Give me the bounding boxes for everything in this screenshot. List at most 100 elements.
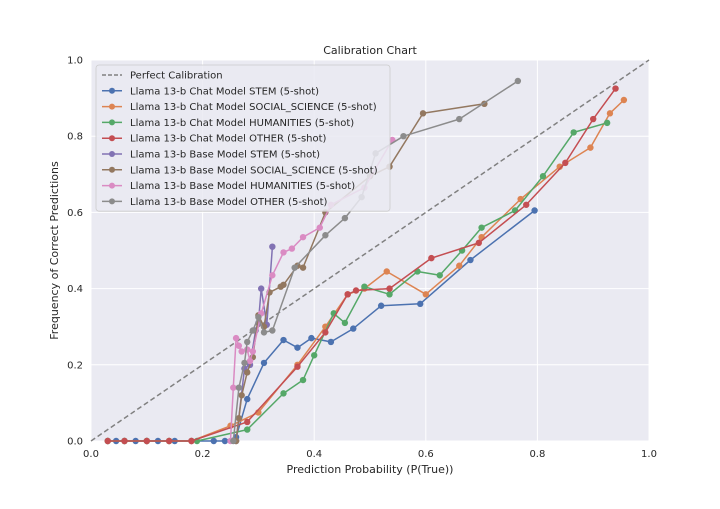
legend-swatch-marker bbox=[109, 182, 115, 189]
x-axis-label: Prediction Probability (P(True)) bbox=[287, 463, 454, 476]
data-point bbox=[104, 437, 111, 445]
data-point bbox=[428, 254, 435, 262]
data-point bbox=[562, 159, 569, 167]
data-point bbox=[230, 437, 237, 445]
tick-labels: 0.0 0.2 0.4 0.6 0.8 1.0 0.0 0.2 0.4 0.6 0.8 1.0 bbox=[67, 56, 657, 461]
data-point bbox=[299, 233, 307, 241]
data-point bbox=[244, 418, 251, 426]
data-point bbox=[221, 437, 229, 445]
data-point bbox=[249, 348, 257, 355]
data-point bbox=[386, 291, 393, 298]
data-point bbox=[308, 334, 315, 342]
legend-item: Llama 13-b Base Model STEM (5-shot) bbox=[102, 150, 320, 161]
chart-title: Calibration Chart bbox=[323, 44, 417, 57]
legend-box bbox=[95, 64, 391, 212]
y-tick-label: 0.0 bbox=[67, 437, 83, 448]
y-tick-label: 0.2 bbox=[67, 360, 83, 371]
data-point bbox=[456, 262, 463, 269]
data-point bbox=[361, 283, 368, 290]
data-point bbox=[238, 348, 245, 355]
legend-item: Llama 13-b Chat Model STEM (5-shot) bbox=[102, 86, 319, 97]
data-point bbox=[235, 342, 243, 349]
data-point bbox=[244, 426, 251, 433]
x-tick-label: 0.8 bbox=[529, 449, 545, 460]
data-point bbox=[232, 334, 240, 342]
data-point bbox=[260, 359, 268, 367]
data-point bbox=[244, 395, 251, 403]
data-point bbox=[419, 110, 427, 117]
legend-label: Llama 13-b Base Model HUMANITIES (5-shot… bbox=[130, 181, 355, 192]
legend-item: Llama 13-b Chat Model OTHER (5-shot) bbox=[102, 134, 327, 145]
legend-swatch-marker bbox=[109, 135, 115, 142]
data-point bbox=[269, 272, 276, 279]
data-point bbox=[612, 85, 619, 92]
legend-item: Llama 13-b Base Model OTHER (5-shot) bbox=[102, 197, 328, 208]
legend-label: Llama 13-b Chat Model OTHER (5-shot) bbox=[130, 134, 327, 145]
legend-item: Llama 13-b Base Model SOCIAL_SCIENCE (5-… bbox=[102, 165, 378, 176]
data-point bbox=[514, 77, 522, 85]
legend-item: Llama 13-b Chat Model SOCIAL_SCIENCE (5-… bbox=[102, 102, 377, 113]
data-point bbox=[280, 249, 287, 256]
legend-label: Perfect Calibration bbox=[130, 71, 223, 82]
legend-swatch-marker bbox=[109, 151, 115, 157]
data-point bbox=[299, 376, 307, 384]
data-point bbox=[121, 437, 128, 445]
perfect-calibration-line bbox=[90, 59, 650, 442]
legend-item: Perfect Calibration bbox=[102, 71, 223, 82]
reference-line-group bbox=[90, 59, 650, 442]
data-point bbox=[478, 224, 485, 231]
legend-label: Llama 13-b Base Model SOCIAL_SCIENCE (5-… bbox=[130, 165, 378, 176]
data-point bbox=[244, 369, 251, 376]
data-point bbox=[475, 239, 483, 247]
data-point bbox=[400, 133, 407, 140]
legend-label: Llama 13-b Chat Model SOCIAL_SCIENCE (5-… bbox=[130, 102, 377, 113]
x-tick-label: 0.0 bbox=[83, 449, 99, 460]
data-point bbox=[316, 224, 323, 231]
data-point bbox=[255, 313, 262, 321]
data-point bbox=[246, 357, 254, 365]
data-point bbox=[294, 363, 301, 370]
series-3 bbox=[104, 85, 619, 445]
x-tick-label: 0.4 bbox=[306, 449, 322, 460]
data-point bbox=[377, 302, 385, 309]
data-point bbox=[257, 285, 265, 292]
data-point bbox=[417, 300, 424, 308]
data-point bbox=[467, 256, 474, 264]
x-tick-label: 1.0 bbox=[641, 449, 657, 460]
data-point bbox=[344, 291, 351, 298]
data-point bbox=[539, 173, 547, 180]
data-point bbox=[188, 437, 195, 445]
data-point bbox=[327, 338, 335, 346]
data-point bbox=[294, 344, 301, 351]
data-point bbox=[210, 437, 217, 445]
data-point bbox=[606, 110, 614, 117]
data-point bbox=[590, 115, 597, 123]
data-point bbox=[288, 245, 296, 252]
data-point bbox=[383, 268, 390, 275]
data-point bbox=[311, 352, 318, 359]
data-point bbox=[350, 325, 357, 332]
data-point bbox=[456, 115, 463, 123]
data-point bbox=[269, 327, 276, 334]
data-point bbox=[241, 359, 248, 367]
data-point bbox=[280, 336, 287, 344]
legend-label: Llama 13-b Base Model STEM (5-shot) bbox=[130, 150, 320, 161]
data-point bbox=[556, 163, 563, 170]
data-point bbox=[235, 414, 243, 422]
data-point bbox=[280, 281, 287, 288]
data-point bbox=[165, 437, 173, 445]
data-point bbox=[322, 329, 329, 336]
data-point bbox=[280, 390, 287, 397]
data-point bbox=[322, 232, 329, 239]
y-tick-label: 0.8 bbox=[67, 132, 83, 143]
data-point bbox=[299, 264, 307, 271]
data-point bbox=[244, 338, 251, 346]
data-point bbox=[587, 144, 594, 151]
data-point bbox=[341, 319, 349, 327]
data-point bbox=[269, 243, 276, 250]
y-axis-label: Frequency of Correct Predictions bbox=[48, 161, 61, 340]
x-tick-label: 0.2 bbox=[195, 449, 211, 460]
data-point bbox=[238, 392, 245, 399]
